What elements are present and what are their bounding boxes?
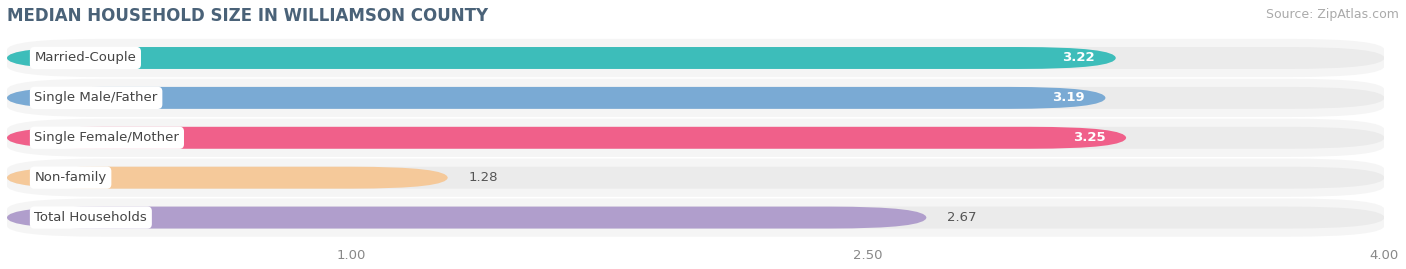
Text: Non-family: Non-family [35, 171, 107, 184]
FancyBboxPatch shape [7, 39, 1385, 77]
FancyBboxPatch shape [7, 199, 1385, 237]
FancyBboxPatch shape [7, 167, 447, 189]
Text: Total Households: Total Households [35, 211, 148, 224]
FancyBboxPatch shape [7, 119, 1385, 157]
FancyBboxPatch shape [7, 207, 1385, 229]
Text: 2.67: 2.67 [948, 211, 977, 224]
FancyBboxPatch shape [7, 47, 1385, 69]
FancyBboxPatch shape [7, 158, 1385, 197]
FancyBboxPatch shape [7, 47, 1116, 69]
Text: Married-Couple: Married-Couple [35, 51, 136, 65]
FancyBboxPatch shape [7, 167, 1385, 189]
Text: 3.19: 3.19 [1052, 91, 1085, 104]
Text: 3.25: 3.25 [1073, 131, 1105, 144]
Text: 3.22: 3.22 [1063, 51, 1095, 65]
FancyBboxPatch shape [7, 127, 1385, 149]
Text: MEDIAN HOUSEHOLD SIZE IN WILLIAMSON COUNTY: MEDIAN HOUSEHOLD SIZE IN WILLIAMSON COUN… [7, 7, 488, 25]
Text: Single Male/Father: Single Male/Father [35, 91, 157, 104]
FancyBboxPatch shape [7, 207, 927, 229]
FancyBboxPatch shape [7, 87, 1385, 109]
FancyBboxPatch shape [7, 79, 1385, 117]
Text: Source: ZipAtlas.com: Source: ZipAtlas.com [1265, 8, 1399, 21]
FancyBboxPatch shape [7, 87, 1105, 109]
Text: 1.28: 1.28 [468, 171, 498, 184]
Text: Single Female/Mother: Single Female/Mother [35, 131, 180, 144]
FancyBboxPatch shape [7, 127, 1126, 149]
